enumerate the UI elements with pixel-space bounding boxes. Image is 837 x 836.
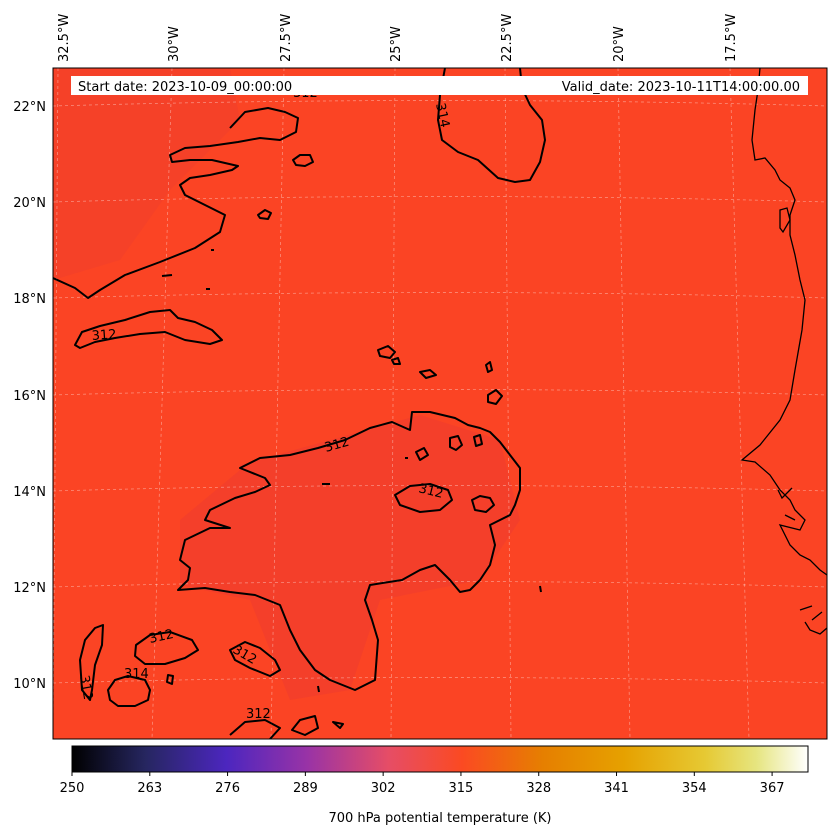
cool-region-west	[53, 68, 240, 280]
colorbar-title: 700 hPa potential temperature (K)	[328, 811, 551, 826]
colorbar-tick-label: 367	[760, 781, 785, 796]
start-date-label: Start date: 2023-10-09_00:00:00	[78, 80, 292, 95]
contour-314-southwest	[107, 675, 151, 707]
colorbar-tick-label: 341	[604, 781, 629, 796]
contour-label: 312	[323, 435, 351, 456]
contour-label: 314	[432, 102, 452, 129]
colorbar-gradient	[71, 745, 809, 773]
temperature-field	[53, 68, 827, 739]
lon-label: 22.5°W	[500, 14, 515, 62]
lon-label: 27.5°W	[279, 14, 294, 62]
contour-312-west-bar	[79, 624, 104, 701]
colorbar-tick-label: 289	[293, 781, 318, 796]
contour-label: 312	[148, 627, 175, 647]
contour-312-small-b	[257, 209, 272, 220]
contour-label: 312	[417, 481, 445, 502]
header-box	[71, 76, 808, 95]
contour-label: 314	[124, 667, 149, 682]
contour-label: 312	[246, 707, 271, 722]
contour-label: 312	[76, 674, 95, 701]
colorbar-ticks: 250 263 276 289 302 315 328 341 354 367	[60, 772, 785, 796]
lat-label: 18°N	[13, 292, 46, 307]
contour-314-north	[437, 68, 546, 183]
valid-date-label: Valid_date: 2023-10-11T14:00:00.00	[562, 80, 800, 95]
lat-label: 10°N	[13, 677, 46, 692]
coastline	[740, 68, 827, 635]
africa-coast	[740, 68, 827, 576]
colorbar-tick-label: 302	[371, 781, 396, 796]
colorbar-tick-label: 276	[215, 781, 240, 796]
map-frame	[52, 67, 828, 740]
map-panel: 312 314 312 312 312 312 314 312 312 312	[53, 68, 827, 739]
colorbar-tick-label: 263	[137, 781, 162, 796]
colorbar-tick-label: 354	[682, 781, 707, 796]
contour-small-dots	[161, 249, 542, 693]
contour-312-bottom	[229, 715, 344, 739]
lat-label: 14°N	[13, 485, 46, 500]
contour-312-north	[53, 107, 299, 299]
lon-label: 17.5°W	[724, 14, 739, 62]
contour-312-south-b	[229, 641, 281, 677]
graticule	[53, 68, 827, 739]
colorbar-tick-label: 328	[526, 781, 551, 796]
lat-label: 20°N	[13, 196, 46, 211]
lat-label: 12°N	[13, 581, 46, 596]
contour-312-west	[74, 309, 223, 349]
contour-312-islands	[377, 345, 503, 405]
contour-312-south-main	[177, 411, 521, 691]
colorbar-tick-label: 315	[449, 781, 474, 796]
contour-312-inner-b	[471, 495, 495, 513]
contour-312-inner-c	[415, 434, 483, 461]
lon-label: 25°W	[389, 26, 404, 62]
lon-label: 30°W	[167, 26, 182, 62]
contour-312-southwest	[134, 631, 199, 665]
contour-312-small-a	[292, 154, 314, 167]
contour-label: 312	[91, 327, 117, 344]
lat-label: 16°N	[13, 389, 46, 404]
lat-label: 22°N	[13, 100, 46, 115]
lon-label: 20°W	[612, 26, 627, 62]
contour-312-inner	[394, 483, 453, 513]
colorbar: 250 263 276 289 302 315 328 341 354 367 700 hPa p…	[60, 745, 809, 826]
contours	[53, 68, 546, 739]
africa-inlets	[777, 207, 827, 635]
lon-label: 32.5°W	[57, 14, 72, 62]
colorbar-tick-label: 250	[60, 781, 85, 796]
longitude-labels: 32.5°W 30°W 27.5°W 25°W 22.5°W 20°W 17.5…	[57, 14, 739, 62]
latitude-labels: 22°N 20°N 18°N 16°N 14°N 12°N 10°N	[13, 100, 46, 692]
